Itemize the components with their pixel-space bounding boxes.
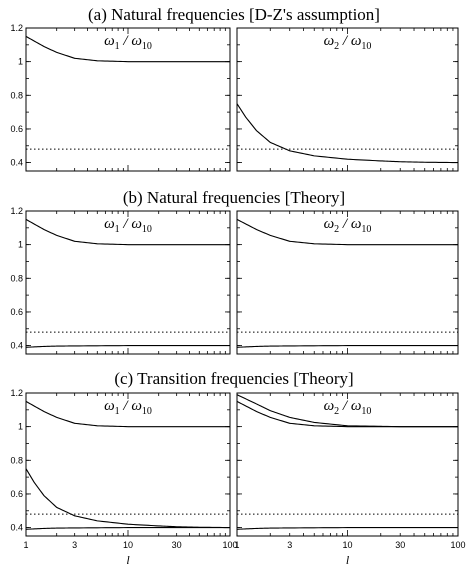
y-tick-label: 1 bbox=[18, 240, 23, 250]
x-tick-label: 100 bbox=[222, 540, 237, 550]
x-tick-label: 3 bbox=[287, 540, 292, 550]
y-tick-label: 0.6 bbox=[10, 124, 23, 134]
y-tick-label: 1 bbox=[18, 57, 23, 67]
panel-label: ω2 / ω10 bbox=[324, 398, 372, 417]
panel-3: 0.4 0.6 0.8 1 1.2 ω1 / ω10 bbox=[10, 206, 231, 355]
x-tick-label: 100 bbox=[450, 540, 465, 550]
y-tick-label: 0.8 bbox=[10, 90, 23, 100]
x-tick-label: 3 bbox=[72, 540, 77, 550]
x-tick-label: 30 bbox=[395, 540, 405, 550]
series-line bbox=[236, 345, 458, 348]
series-line bbox=[236, 527, 458, 530]
series-line bbox=[25, 35, 230, 63]
x-tick-label: 1 bbox=[23, 540, 28, 550]
x-tick-label: 30 bbox=[172, 540, 182, 550]
y-tick-label: 0.4 bbox=[10, 158, 23, 168]
section-b-title: (b) Natural frequencies [Theory] bbox=[123, 188, 345, 207]
series-line bbox=[25, 468, 231, 529]
y-tick-label: 0.4 bbox=[10, 341, 23, 351]
panel-1: 0.4 0.6 0.8 1 1.2 ω1 / ω10 bbox=[10, 23, 231, 172]
series-line bbox=[236, 103, 459, 164]
panel-label: ω2 / ω10 bbox=[324, 33, 372, 52]
y-tick-label: 1.2 bbox=[10, 388, 23, 398]
x-tick-label: 10 bbox=[342, 540, 352, 550]
y-tick-label: 1 bbox=[18, 422, 23, 432]
y-tick-label: 0.6 bbox=[10, 307, 23, 317]
panel-label: ω2 / ω10 bbox=[324, 216, 372, 235]
series-line bbox=[25, 400, 230, 428]
series-line bbox=[236, 218, 458, 246]
panel-5: 0.4 0.6 0.8 1 1.2 1 3 10 30 100 l ω1 / ω10 bbox=[10, 388, 237, 567]
series-line bbox=[25, 218, 230, 246]
panel-4: ω2 / ω10 bbox=[236, 210, 459, 355]
section-c-title: (c) Transition frequencies [Theory] bbox=[114, 369, 353, 388]
panel-6: 1 3 10 30 100 l ω2 / ω10 bbox=[234, 392, 466, 567]
panel-2: ω2 / ω10 bbox=[236, 27, 459, 172]
x-axis-label: l bbox=[346, 553, 350, 567]
x-axis-label: l bbox=[126, 553, 130, 567]
series-line bbox=[25, 345, 230, 348]
series-line bbox=[236, 400, 458, 428]
y-tick-label: 1.2 bbox=[10, 206, 23, 216]
y-tick-label: 0.8 bbox=[10, 273, 23, 283]
y-tick-label: 0.6 bbox=[10, 489, 23, 499]
panel-label: ω1 / ω10 bbox=[104, 33, 152, 52]
x-tick-label: 10 bbox=[123, 540, 133, 550]
y-tick-label: 1.2 bbox=[10, 23, 23, 33]
panel-label: ω1 / ω10 bbox=[104, 398, 152, 417]
x-tick-label: 1 bbox=[234, 540, 239, 550]
y-tick-label: 0.4 bbox=[10, 523, 23, 533]
panel-label: ω1 / ω10 bbox=[104, 216, 152, 235]
series-line bbox=[25, 527, 230, 530]
section-a-title: (a) Natural frequencies [D-Z's assumptio… bbox=[88, 5, 380, 24]
y-tick-label: 0.8 bbox=[10, 455, 23, 465]
